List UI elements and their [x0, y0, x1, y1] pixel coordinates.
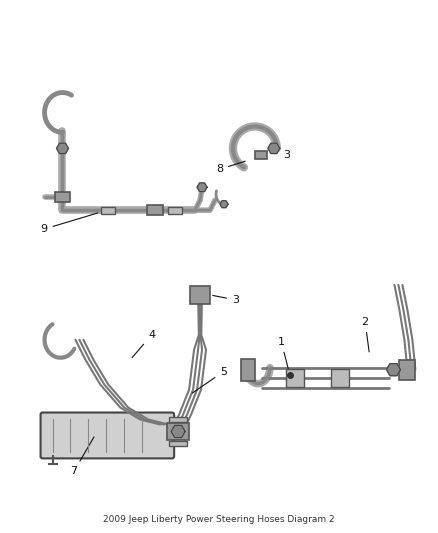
Polygon shape: [57, 143, 68, 154]
Text: 3: 3: [283, 150, 290, 160]
Bar: [147, 205, 163, 215]
Text: 7: 7: [71, 437, 94, 477]
Bar: [331, 369, 349, 386]
Text: 1: 1: [278, 337, 289, 372]
Bar: [54, 192, 71, 202]
Bar: [286, 369, 304, 386]
Bar: [399, 360, 415, 379]
Text: 2: 2: [361, 317, 369, 352]
FancyBboxPatch shape: [41, 413, 174, 458]
Bar: [168, 207, 182, 214]
Bar: [101, 207, 115, 214]
Polygon shape: [171, 425, 185, 438]
Bar: [169, 429, 187, 434]
Bar: [241, 359, 255, 381]
Bar: [190, 286, 210, 304]
Text: 9: 9: [41, 213, 98, 234]
Polygon shape: [197, 183, 207, 191]
Polygon shape: [268, 143, 280, 154]
Polygon shape: [386, 364, 400, 376]
Text: 2009 Jeep Liberty Power Steering Hoses Diagram 2: 2009 Jeep Liberty Power Steering Hoses D…: [103, 515, 335, 524]
Bar: [169, 417, 187, 422]
Text: 5: 5: [192, 367, 227, 393]
Bar: [255, 151, 267, 159]
Polygon shape: [220, 201, 228, 208]
Text: 8: 8: [216, 161, 245, 174]
Text: 4: 4: [132, 330, 155, 358]
Bar: [169, 441, 187, 446]
Text: 3: 3: [213, 295, 239, 305]
Bar: [167, 423, 189, 440]
